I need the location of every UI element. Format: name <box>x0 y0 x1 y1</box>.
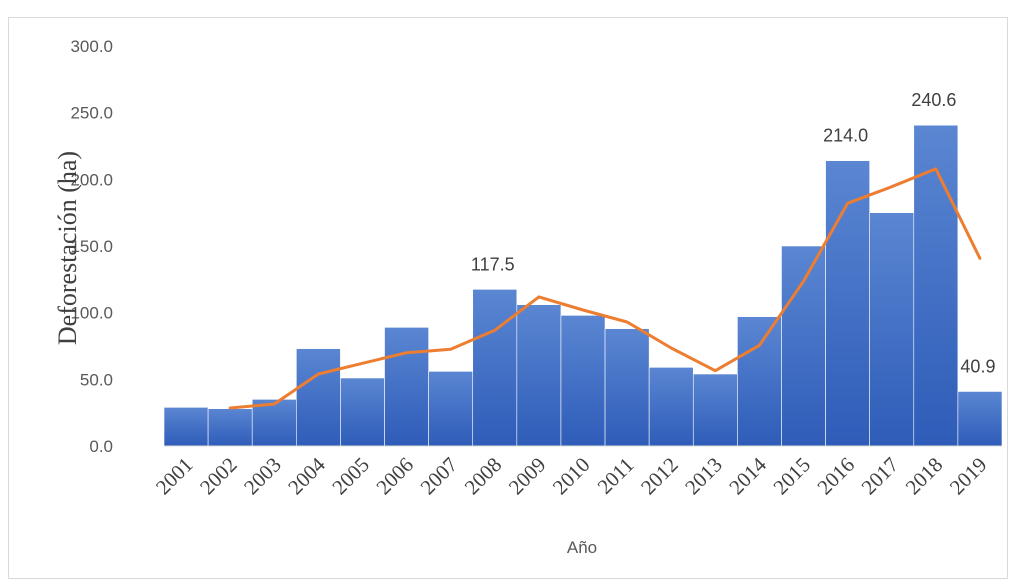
x-tick-label: 2019 <box>945 453 992 500</box>
bar-2015 <box>781 245 826 447</box>
x-tick-label: 2013 <box>680 453 727 500</box>
y-tick-label: 100.0 <box>70 304 113 323</box>
x-tick-label: 2009 <box>504 453 551 500</box>
x-tick-label: 2017 <box>857 453 904 500</box>
bar-2018 <box>913 124 959 447</box>
x-axis-label: Año <box>567 538 597 557</box>
y-tick-label: 300.0 <box>70 37 113 56</box>
x-tick-label: 2004 <box>283 452 330 499</box>
data-label: 40.9 <box>960 356 995 376</box>
bar-2016 <box>825 160 870 447</box>
bar-2011 <box>604 328 650 447</box>
bar-2004 <box>296 348 341 447</box>
bar-2002 <box>207 408 253 447</box>
data-label: 214.0 <box>823 126 868 146</box>
x-tick-label: 2010 <box>548 453 595 500</box>
bar-2006 <box>384 327 429 447</box>
trend-line <box>228 167 982 410</box>
x-tick-label: 2012 <box>636 453 683 500</box>
bar-2019 <box>957 391 1003 447</box>
x-tick-label: 2003 <box>239 453 286 500</box>
data-label: 117.5 <box>471 254 515 274</box>
x-tick-label: 2016 <box>812 453 859 500</box>
x-tick-label: 2015 <box>768 453 815 500</box>
x-tick-label: 2002 <box>195 453 242 500</box>
bar-2017 <box>869 212 915 447</box>
y-tick-label: 200.0 <box>70 170 113 189</box>
x-tick-label: 2006 <box>371 453 418 500</box>
bar-2010 <box>560 315 606 447</box>
x-tick-label: 2011 <box>593 453 639 499</box>
x-tick-label: 2008 <box>460 453 507 500</box>
x-tick-label: 2001 <box>151 453 198 500</box>
bar-2014 <box>737 316 782 447</box>
bar-2013 <box>692 373 738 447</box>
data-label: 240.6 <box>911 90 956 110</box>
bar-2003 <box>251 399 297 447</box>
bar-2001 <box>163 407 209 447</box>
x-tick-label: 2014 <box>724 452 771 499</box>
x-tick-label: 2007 <box>416 453 463 500</box>
y-tick-label: 250.0 <box>70 104 113 123</box>
bar-2007 <box>428 371 474 447</box>
y-tick-label: 50.0 <box>80 370 113 389</box>
bar-2008 <box>472 289 518 447</box>
bar-2005 <box>340 377 385 447</box>
bar-2012 <box>648 367 694 447</box>
y-axis-label: Deforestación (ha) <box>53 151 82 345</box>
y-tick-label: 150.0 <box>70 237 113 256</box>
bar-2009 <box>516 304 562 447</box>
x-tick-label: 2018 <box>901 453 948 500</box>
y-tick-label: 0.0 <box>89 437 113 456</box>
x-tick-label: 2005 <box>327 453 374 500</box>
